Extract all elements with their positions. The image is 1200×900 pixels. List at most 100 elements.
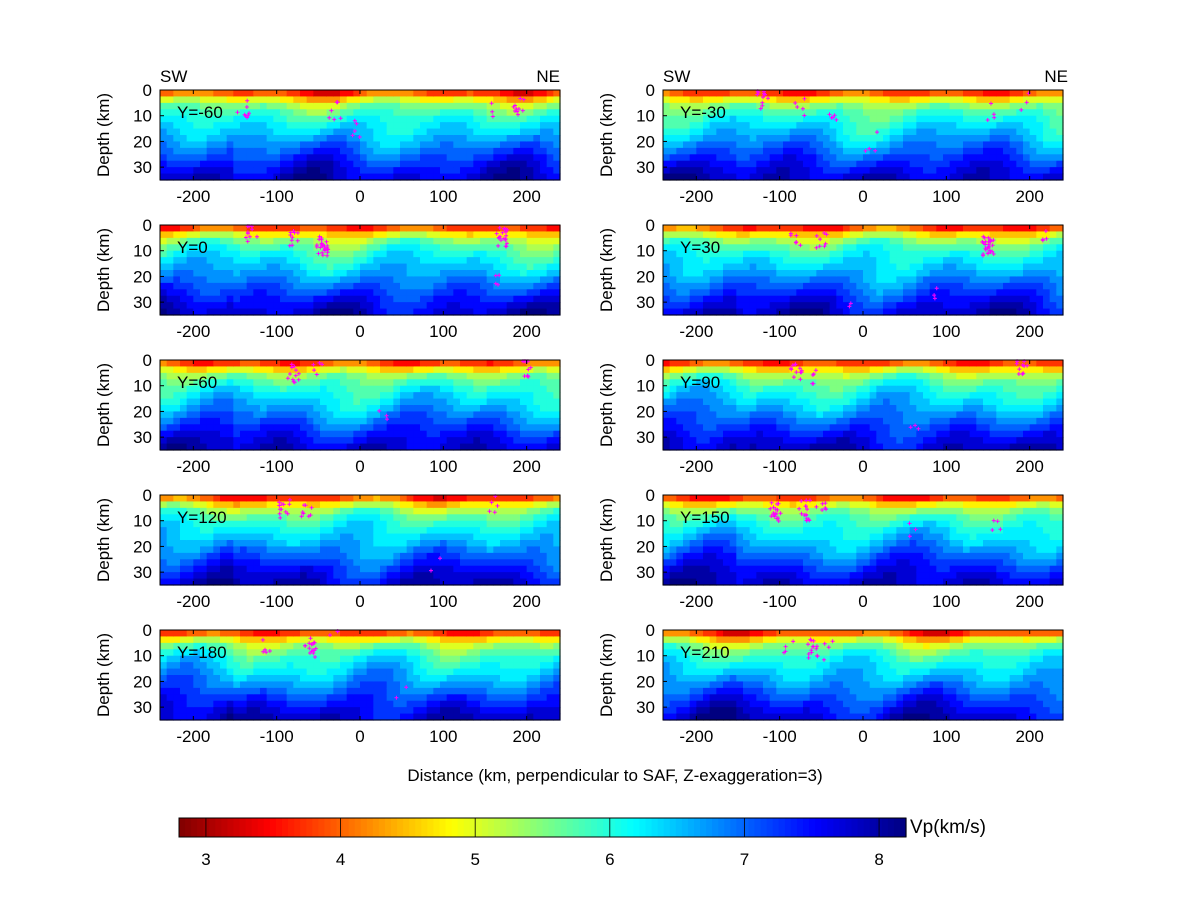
velocity-cell <box>213 250 221 258</box>
velocity-cell <box>736 282 744 290</box>
velocity-cell <box>420 392 428 400</box>
velocity-cell <box>849 360 857 368</box>
earthquake-marker <box>499 238 503 243</box>
velocity-cell <box>983 115 991 123</box>
velocity-cell <box>903 102 911 110</box>
velocity-cell <box>473 276 481 284</box>
velocity-cell <box>889 102 897 110</box>
velocity-cell <box>526 231 534 239</box>
velocity-cell <box>983 102 991 110</box>
velocity-cell <box>286 379 294 387</box>
velocity-cell <box>473 366 481 374</box>
velocity-cell <box>749 276 757 284</box>
velocity-cell <box>743 398 751 406</box>
velocity-cell <box>400 173 408 181</box>
velocity-cell <box>266 379 274 387</box>
velocity-cell <box>513 372 521 380</box>
velocity-cell <box>360 437 368 445</box>
velocity-cell <box>413 141 421 149</box>
velocity-cell <box>246 385 254 393</box>
velocity-cell <box>400 392 408 400</box>
velocity-cell <box>300 289 308 297</box>
velocity-cell <box>460 282 468 290</box>
velocity-cell <box>426 379 434 387</box>
velocity-cell <box>723 167 731 175</box>
velocity-cell <box>546 96 554 104</box>
velocity-cell <box>829 398 837 406</box>
velocity-cell <box>220 160 228 168</box>
velocity-cell <box>460 276 468 284</box>
velocity-cell <box>426 122 434 130</box>
velocity-cell <box>969 167 977 175</box>
velocity-cell <box>796 270 804 278</box>
velocity-cell <box>453 173 461 181</box>
velocity-cell <box>380 430 388 438</box>
velocity-cell <box>783 96 791 104</box>
velocity-cell <box>226 398 234 406</box>
velocity-cell <box>546 360 554 368</box>
velocity-cell <box>683 385 691 393</box>
velocity-cell <box>180 360 188 368</box>
velocity-cell <box>743 276 751 284</box>
velocity-cell <box>1003 115 1011 123</box>
velocity-cell <box>909 135 917 143</box>
velocity-cell <box>749 430 757 438</box>
velocity-cell <box>300 282 308 290</box>
velocity-cell <box>346 437 354 445</box>
velocity-cell <box>386 160 394 168</box>
velocity-cell <box>749 385 757 393</box>
velocity-cell <box>789 360 797 368</box>
velocity-cell <box>200 372 208 380</box>
velocity-cell <box>326 102 334 110</box>
velocity-cell <box>676 443 684 451</box>
velocity-cell <box>406 282 414 290</box>
velocity-cell <box>929 282 937 290</box>
velocity-cell <box>989 122 997 130</box>
velocity-cell <box>513 392 521 400</box>
velocity-cell <box>420 90 428 98</box>
velocity-cell <box>193 141 201 149</box>
velocity-cell <box>696 102 704 110</box>
velocity-cell <box>546 147 554 155</box>
earthquake-marker <box>991 238 996 243</box>
velocity-cell <box>413 443 421 451</box>
velocity-cell <box>386 360 394 368</box>
velocity-cell <box>816 96 824 104</box>
velocity-cell <box>413 308 421 316</box>
earthquake-marker <box>760 100 765 105</box>
velocity-cell <box>186 90 194 98</box>
velocity-cell <box>689 282 697 290</box>
velocity-cell <box>433 437 441 445</box>
earthquake-marker <box>756 90 761 95</box>
y-tick-label: 30 <box>636 158 655 177</box>
velocity-cell <box>406 289 414 297</box>
velocity-cell <box>300 372 308 380</box>
velocity-cell <box>896 102 904 110</box>
velocity-cell <box>353 392 361 400</box>
velocity-cell <box>200 147 208 155</box>
velocity-cell <box>206 366 214 374</box>
velocity-cell <box>400 308 408 316</box>
velocity-cell <box>280 295 288 303</box>
velocity-cell <box>353 417 361 425</box>
earthquake-marker <box>245 230 250 235</box>
velocity-cell <box>676 417 684 425</box>
velocity-cell <box>413 96 421 104</box>
velocity-cell <box>929 147 937 155</box>
velocity-cell <box>366 270 374 278</box>
velocity-cell <box>240 276 248 284</box>
velocity-cell <box>186 276 194 284</box>
velocity-cell <box>453 282 461 290</box>
velocity-cell <box>360 385 368 393</box>
velocity-cell <box>353 424 361 432</box>
velocity-cell <box>360 405 368 413</box>
velocity-cell <box>749 173 757 181</box>
velocity-cell <box>366 443 374 451</box>
velocity-cell <box>493 115 501 123</box>
velocity-cell <box>876 282 884 290</box>
velocity-cell <box>856 417 864 425</box>
velocity-cell <box>769 141 777 149</box>
velocity-cell <box>736 302 744 310</box>
velocity-cell <box>843 417 851 425</box>
